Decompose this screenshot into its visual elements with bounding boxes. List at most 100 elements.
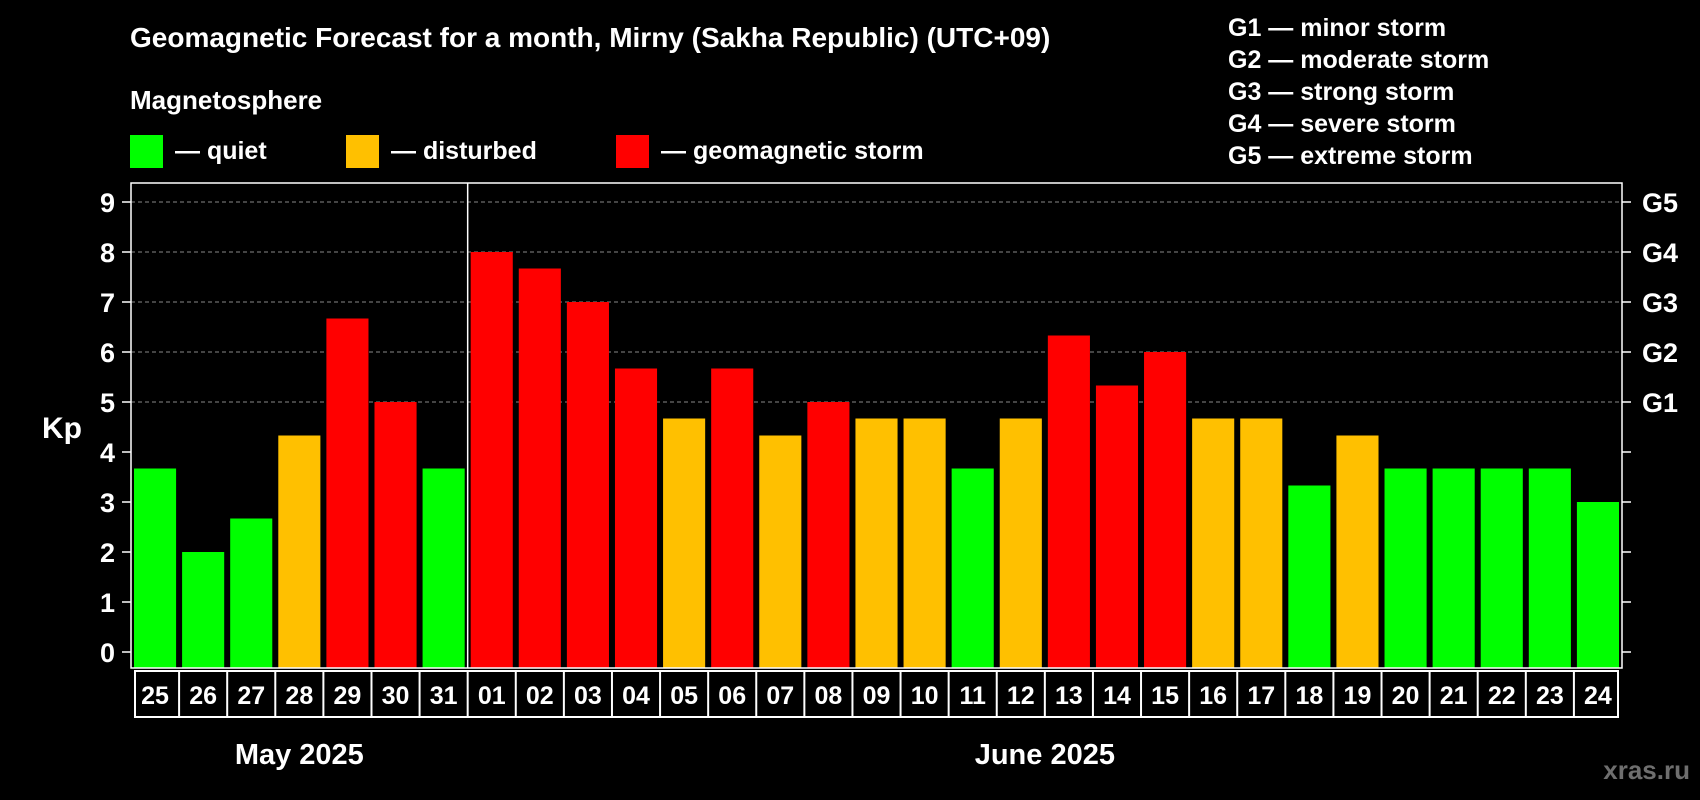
- legend-label-disturbed: — disturbed: [391, 136, 537, 165]
- legend-item-disturbed: — disturbed: [346, 134, 537, 168]
- bar-18: [1288, 485, 1331, 668]
- y-tick-label-5: 5: [100, 388, 115, 418]
- y-tick-label-6: 6: [100, 338, 115, 368]
- storm-level-g5: G5 — extreme storm: [1228, 142, 1473, 170]
- bar-28: [278, 435, 321, 668]
- month-label-may: May 2025: [235, 739, 364, 771]
- bar-17: [1240, 418, 1283, 668]
- y-tick-label-4: 4: [100, 438, 115, 468]
- bar-13: [1047, 335, 1090, 668]
- y-tick-label-9: 9: [100, 188, 115, 218]
- bar-12: [999, 418, 1042, 668]
- x-tick-label-07: 07: [766, 682, 794, 710]
- x-tick-label-18: 18: [1295, 682, 1323, 710]
- bar-07: [759, 435, 802, 668]
- y-tick-label-3: 3: [100, 488, 115, 518]
- right-tick-label-G3: G3: [1642, 288, 1678, 318]
- bar-05: [663, 418, 706, 668]
- y-tick-label-0: 0: [100, 638, 115, 668]
- x-tick-label-02: 02: [526, 682, 554, 710]
- x-tick-label-13: 13: [1055, 682, 1083, 710]
- storm-level-list: G1 — minor storm G2 — moderate storm G3 …: [1228, 12, 1489, 172]
- x-tick-label-16: 16: [1199, 682, 1227, 710]
- bar-02: [518, 268, 561, 668]
- x-tick-label-28: 28: [285, 682, 313, 710]
- y-tick-label-7: 7: [100, 288, 115, 318]
- month-label-june: June 2025: [975, 739, 1115, 771]
- x-tick-label-08: 08: [814, 682, 842, 710]
- x-tick-label-27: 27: [237, 682, 265, 710]
- legend-swatch-disturbed: [346, 134, 379, 168]
- storm-level-g4: G4 — severe storm: [1228, 110, 1456, 138]
- x-tick-label-29: 29: [334, 682, 362, 710]
- bar-26: [182, 552, 225, 668]
- bar-19: [1336, 435, 1379, 668]
- x-tick-label-04: 04: [622, 682, 650, 710]
- bar-01: [470, 252, 513, 668]
- bar-22: [1480, 468, 1523, 668]
- bar-29: [326, 318, 369, 668]
- legend-item-storm: — geomagnetic storm: [616, 134, 924, 168]
- x-tick-label-05: 05: [670, 682, 698, 710]
- x-tick-label-25: 25: [141, 682, 169, 710]
- bar-25: [134, 468, 177, 668]
- bar-09: [855, 418, 898, 668]
- bar-03: [566, 302, 609, 668]
- bar-04: [614, 368, 658, 668]
- bar-08: [807, 402, 850, 668]
- bar-21: [1432, 468, 1475, 668]
- x-tick-label-12: 12: [1007, 682, 1035, 710]
- x-tick-label-06: 06: [718, 682, 746, 710]
- x-tick-label-01: 01: [478, 682, 506, 710]
- y-tick-label-8: 8: [100, 238, 115, 268]
- bar-06: [711, 368, 754, 668]
- legend-swatch-quiet: [130, 134, 163, 168]
- day-label-strip: [134, 670, 1619, 718]
- right-tick-label-G1: G1: [1642, 388, 1678, 418]
- x-tick-label-22: 22: [1488, 682, 1516, 710]
- x-tick-label-09: 09: [863, 682, 891, 710]
- x-tick-label-20: 20: [1392, 682, 1420, 710]
- y-tick-label-1: 1: [100, 588, 115, 618]
- x-tick-label-23: 23: [1536, 682, 1564, 710]
- x-tick-label-26: 26: [189, 682, 217, 710]
- x-tick-label-30: 30: [382, 682, 410, 710]
- bar-10: [903, 418, 946, 668]
- x-tick-label-03: 03: [574, 682, 602, 710]
- bar-30: [374, 402, 417, 668]
- x-tick-label-24: 24: [1584, 682, 1612, 710]
- x-tick-label-31: 31: [430, 682, 458, 710]
- right-tick-label-G5: G5: [1642, 188, 1678, 218]
- bar-15: [1144, 352, 1187, 668]
- bar-23: [1528, 468, 1571, 668]
- y-axis-label: Kp: [42, 412, 82, 445]
- bar-14: [1095, 385, 1139, 668]
- x-tick-label-15: 15: [1151, 682, 1179, 710]
- chart-title: Geomagnetic Forecast for a month, Mirny …: [130, 22, 1051, 53]
- bar-27: [230, 518, 273, 668]
- legend-item-quiet: — quiet: [130, 134, 267, 168]
- bar-31: [422, 468, 465, 668]
- right-tick-label-G2: G2: [1642, 338, 1678, 368]
- plot-frame: [130, 182, 1623, 669]
- x-tick-label-17: 17: [1247, 682, 1275, 710]
- x-tick-label-21: 21: [1440, 682, 1468, 710]
- legend-subtitle: Magnetosphere: [130, 85, 323, 115]
- bar-16: [1192, 418, 1235, 668]
- x-tick-label-14: 14: [1103, 682, 1131, 710]
- storm-level-g3: G3 — strong storm: [1228, 78, 1455, 106]
- storm-level-g2: G2 — moderate storm: [1228, 46, 1490, 74]
- bar-20: [1384, 468, 1427, 668]
- watermark: xras.ru: [1603, 755, 1690, 785]
- bar-11: [951, 468, 994, 668]
- legend-swatch-storm: [616, 134, 649, 168]
- x-tick-label-11: 11: [959, 682, 986, 710]
- right-tick-label-G4: G4: [1642, 238, 1678, 268]
- bar-24: [1576, 502, 1619, 668]
- legend-label-storm: — geomagnetic storm: [661, 136, 924, 165]
- y-tick-label-2: 2: [100, 538, 115, 568]
- legend-label-quiet: — quiet: [175, 136, 267, 165]
- storm-level-g1: G1 — minor storm: [1228, 14, 1447, 42]
- x-tick-label-10: 10: [911, 682, 939, 710]
